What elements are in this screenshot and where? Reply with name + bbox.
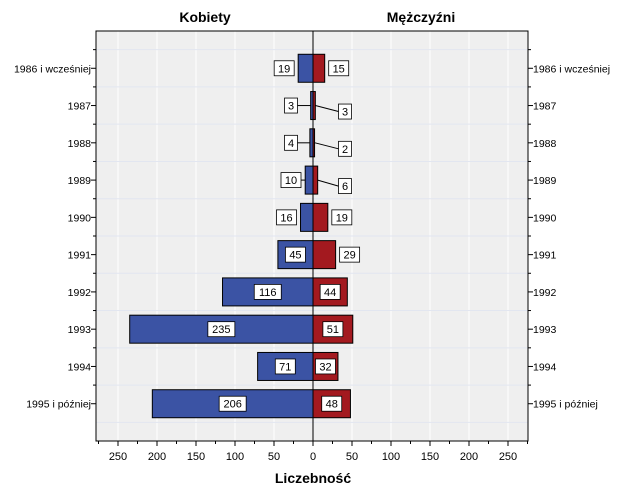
x-axis-title: Liczebność [275,470,351,486]
data-label-box [338,103,352,120]
category-label-right: 1995 i później [533,399,598,411]
grid-lines [96,31,528,441]
data-label-box [284,134,298,151]
data-label-right: 6 [342,181,348,193]
x-tick-label: 100 [226,451,244,463]
x-tick-label: 250 [109,451,127,463]
data-label-box [339,246,361,263]
data-label-box [321,395,343,412]
bar-right [312,165,319,195]
data-label-box [338,140,352,157]
axes: 250 200 150 100 50 0 50 100 150 200 250 1986 i wcze… [14,49,610,463]
x-tick-label: 50 [268,451,280,463]
data-label-right: 48 [326,399,338,411]
data-label-left: 10 [285,175,297,187]
bar-right [312,53,326,83]
x-tick-label: 150 [421,451,439,463]
category-label-left: 1986 i wcześniej [14,63,91,75]
category-label-right: 1989 [533,175,557,187]
x-tick-label: 200 [148,451,166,463]
data-label-box [328,60,350,77]
category-label-right: 1991 [533,250,557,262]
data-label-box [285,246,306,263]
category-label-left: 1990 [68,212,92,224]
category-label-right: 1988 [533,138,557,150]
data-label-box [284,97,298,114]
data-label-box [207,321,236,338]
category-label-right: 1993 [533,324,557,336]
data-label-box [276,209,297,226]
category-label-right: 1994 [533,361,557,373]
data-label-box [280,172,302,188]
data-label-right: 32 [319,361,331,373]
category-label-right: 1986 i wcześniej [533,63,610,75]
category-label-left: 1991 [68,250,92,262]
x-tick-label: 50 [346,451,358,463]
data-label-left: 4 [288,138,294,150]
data-label-left: 235 [212,324,230,336]
data-label-box [218,395,247,412]
bar-right [312,240,337,270]
data-label-box [274,358,296,375]
data-label-box [331,209,353,226]
panel-title-right: Mężczyźni [387,9,455,25]
data-label-left: 71 [279,361,291,373]
data-label-right: 29 [343,250,355,262]
bar-left [297,53,314,83]
data-label-leader [317,179,339,187]
category-label-left: 1989 [68,175,92,187]
category-label-right: 1992 [533,287,557,299]
bar-right [312,314,354,344]
category-label-left: 1995 i później [26,399,91,411]
data-label-leader [315,105,339,113]
data-label-right: 44 [324,287,336,299]
bar-left [300,202,314,232]
data-label-box [253,284,282,300]
data-label-left: 16 [280,212,292,224]
data-label-leader [314,142,339,150]
bar-right [312,202,329,232]
x-tick-label: 100 [382,451,400,463]
category-label-left: 1988 [68,138,92,150]
bar-left [304,165,314,195]
panel-title-left: Kobiety [179,9,231,25]
category-label-right: 1990 [533,212,557,224]
category-label-right: 1987 [533,101,557,113]
data-label-right: 51 [327,324,339,336]
x-tick-label: 150 [187,451,205,463]
category-label-left: 1994 [68,361,92,373]
x-tick-label: 250 [499,451,517,463]
data-label-left: 3 [288,101,294,113]
category-label-left: 1992 [68,287,92,299]
data-label-right: 3 [342,107,348,119]
data-label-left: 19 [278,63,290,75]
data-label-right: 2 [342,144,348,156]
data-label-right: 15 [333,63,345,75]
data-label-box [322,321,344,338]
data-label-left: 45 [289,250,301,262]
category-label-left: 1993 [68,324,92,336]
data-label-box [273,60,295,77]
data-labels: 19 15 3 3 4 2 10 6 16 19 45 29 116 44 235 51 71 32 206 48 [207,60,361,412]
data-label-box [319,284,341,300]
data-label-left: 206 [223,399,241,411]
data-label-right: 19 [336,212,348,224]
data-label-box [338,178,352,194]
data-label-box [315,358,336,375]
data-label-left: 116 [259,287,277,299]
x-tick-label: 200 [460,451,478,463]
bar-right [312,389,351,419]
category-label-left: 1987 [68,101,92,113]
x-tick-label: 0 [310,451,316,463]
